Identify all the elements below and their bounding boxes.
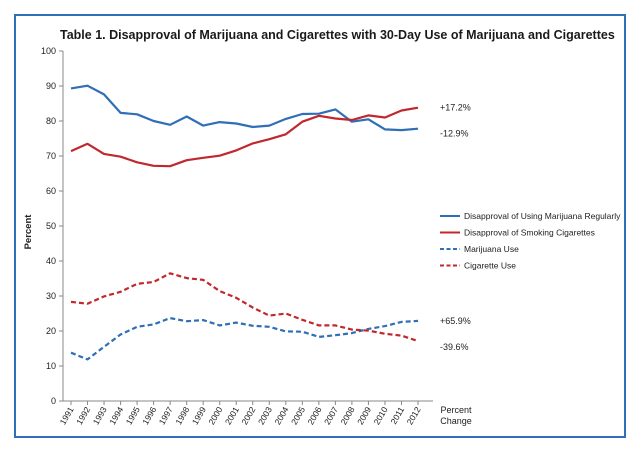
- x-tick-label: 1991: [58, 405, 76, 427]
- percent-change-annotations: +17.2% -12.9% +65.9% -39.6%: [440, 103, 471, 352]
- y-tick-label: 30: [46, 291, 56, 301]
- y-tick-label: 70: [46, 151, 56, 161]
- series-layer: [70, 84, 419, 361]
- percent-change-label: +65.9%: [440, 316, 471, 326]
- x-tick-label: 2009: [355, 405, 373, 427]
- x-tick-label: 2008: [339, 405, 357, 427]
- series-line-2: [70, 317, 419, 361]
- x-tick-label: 2005: [289, 405, 307, 427]
- y-tick-label: 80: [46, 116, 56, 126]
- y-tick-label: 10: [46, 361, 56, 371]
- percent-change-label: -39.6%: [440, 342, 469, 352]
- series-line-3: [70, 272, 419, 343]
- series-line-0: [70, 84, 419, 132]
- axes: 0102030405060708090100199119921993199419…: [41, 46, 433, 426]
- chart-title: Table 1. Disapproval of Marijuana and Ci…: [60, 28, 615, 42]
- x-tick-label: 2004: [272, 405, 290, 427]
- y-tick-label: 50: [46, 221, 56, 231]
- legend: Disapproval of Using Marijuana Regularly…: [440, 211, 621, 271]
- x-tick-label: 1996: [140, 405, 158, 427]
- x-tick-label: 1995: [124, 405, 142, 427]
- percent-change-label: +17.2%: [440, 103, 471, 113]
- y-tick-label: 20: [46, 326, 56, 336]
- x-tick-label: 2011: [388, 405, 406, 426]
- legend-entry: Disapproval of Smoking Cigarettes: [464, 228, 595, 238]
- y-axis-label: Percent: [23, 214, 34, 250]
- x-tick-label: 1998: [173, 405, 191, 427]
- x-tick-label: 1997: [157, 405, 175, 427]
- x-tick-label: 2006: [305, 405, 323, 427]
- x-tick-label: 1993: [91, 405, 109, 427]
- y-tick-label: 40: [46, 256, 56, 266]
- percent-change-label: -12.9%: [440, 129, 469, 139]
- x-tick-label: 1994: [107, 405, 125, 427]
- x-tick-label: 2000: [206, 405, 224, 427]
- legend-entry: Disapproval of Using Marijuana Regularly: [464, 211, 621, 221]
- x-tick-label: 2007: [322, 405, 340, 427]
- x-tick-label: 2002: [239, 405, 257, 427]
- x-tick-label: 1992: [74, 405, 92, 427]
- y-tick-label: 100: [41, 46, 56, 56]
- chart-frame: [14, 14, 626, 438]
- x-tick-label: 2001: [223, 405, 241, 427]
- legend-entry: Cigarette Use: [464, 261, 516, 271]
- x-axis-label-line2: Change: [440, 416, 472, 426]
- y-tick-label: 60: [46, 186, 56, 196]
- y-tick-label: 90: [46, 81, 56, 91]
- x-axis-label-line1: Percent: [440, 405, 472, 415]
- x-tick-label: 1999: [190, 405, 208, 427]
- x-tick-label: 2003: [256, 405, 274, 427]
- x-tick-label: 2012: [405, 405, 423, 427]
- legend-entry: Marijuana Use: [464, 244, 519, 254]
- series-line-1: [70, 106, 419, 168]
- y-tick-label: 0: [51, 396, 56, 406]
- x-tick-label: 2010: [372, 405, 390, 427]
